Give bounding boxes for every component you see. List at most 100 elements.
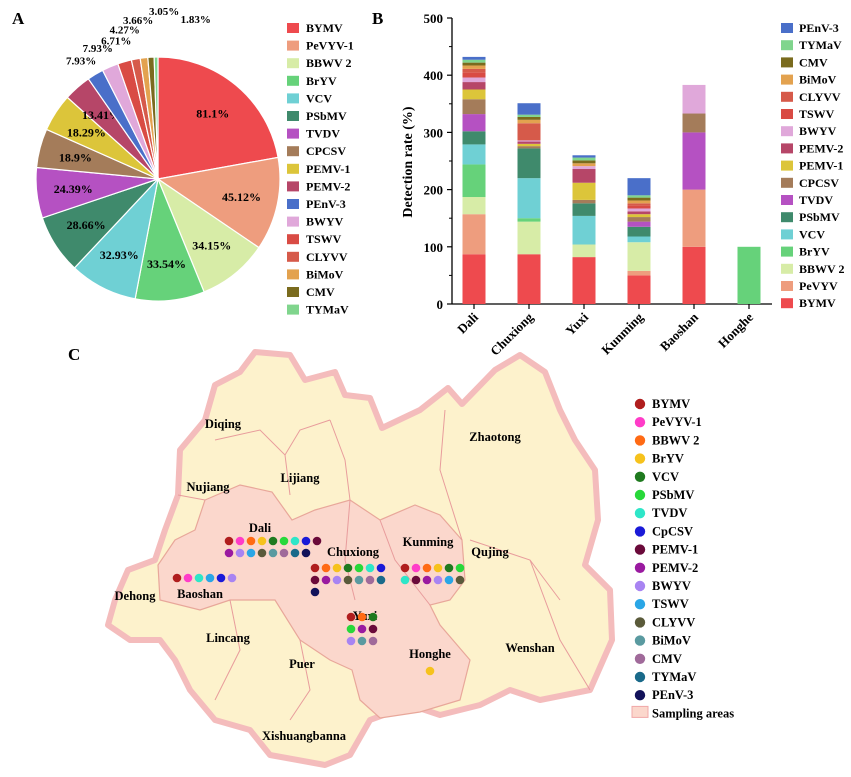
bar-yuxi-cpcsv [572, 199, 596, 204]
map-label-chuxiong: Chuxiong [327, 545, 380, 559]
bar-honghe-bryv [737, 246, 761, 304]
x-tick-label-baoshan: Baoshan [657, 309, 702, 354]
dot-baoshan-bwyv [227, 573, 237, 583]
bar-kunming-bymv [627, 275, 651, 304]
panel-label-b: B [372, 9, 383, 28]
map-legend-dot-vcv [634, 471, 646, 482]
pie-legend-swatch-bwyv [287, 216, 299, 227]
dot-dali-bwyv [235, 548, 245, 558]
map-legend-sampling-swatch [631, 705, 649, 718]
bar-legend-swatch-tymav [781, 40, 793, 51]
x-tick-label-kunming: Kunming [598, 309, 646, 357]
map-label-lincang: Lincang [206, 631, 251, 645]
map-legend-dot-tvdv [634, 508, 646, 519]
dot-yuxi-psbmv [346, 624, 356, 634]
bar-yuxi-vcv [572, 215, 596, 245]
bar-legend-label-psbmv: PSbMV [799, 210, 840, 224]
dot-baoshan-tswv [205, 573, 215, 583]
map-label-dehong: Dehong [115, 589, 157, 603]
pie-slice-pevyv-1 [156, 156, 281, 249]
bar-chuxiong-bbwv-2 [517, 221, 541, 255]
pie-legend-label-psbmv: PSbMV [306, 109, 347, 123]
pie-legend-label-clyvv: CLYVV [306, 250, 348, 264]
dot-chuxiong-vcv [343, 563, 353, 573]
map-legend-label-vcv: VCV [652, 470, 679, 484]
dot-kunming-pevyv-1 [411, 563, 421, 573]
pie-legend-swatch-tymav [287, 304, 299, 315]
bar-dali-bryv [462, 164, 486, 198]
dot-chuxiong-psbmv [354, 563, 364, 573]
pie-data-label-tvdv: 24.39% [54, 182, 93, 196]
bar-legend-swatch-pevyv [781, 281, 793, 291]
dot-chuxiong-bymv [310, 563, 320, 573]
map-legend-label-bwyv: BWYV [652, 579, 691, 593]
bar-legend-swatch-bymv [781, 298, 793, 309]
bar-kunming-pevyv [627, 270, 651, 276]
map-legend-label-bryv: BrYV [652, 452, 684, 466]
pie-legend-swatch-tswv [287, 234, 299, 245]
dot-kunming-tswv [444, 575, 454, 585]
bar-legend-swatch-vcv [781, 229, 793, 240]
map-legend-label-psbmv: PSbMV [652, 488, 694, 502]
bar-kunming-tvdv [627, 221, 651, 227]
dot-baoshan-tvdv [194, 573, 204, 583]
pie-data-label-cmv: 3.05% [149, 6, 179, 18]
bar-dali-tvdv [462, 114, 486, 132]
x-tick-label-honghe: Honghe [715, 309, 756, 350]
y-tick-label-100: 100 [424, 240, 444, 255]
bar-kunming-vcv [627, 236, 651, 243]
bar-chuxiong-psbmv [517, 148, 541, 179]
dot-yuxi-bymv [346, 612, 356, 622]
dot-yuxi-bbwv-2 [357, 612, 367, 622]
bar-legend-swatch-tvdv [781, 195, 793, 205]
map-legend-dot-pemv-1 [634, 544, 646, 555]
bar-kunming-penv-3 [627, 178, 651, 196]
pie-legend-swatch-clyvv [287, 251, 299, 262]
y-tick-label-400: 400 [424, 68, 444, 83]
panel-label-c: C [68, 345, 80, 364]
dot-dali-tswv [246, 548, 256, 558]
dot-dali-pemv-2 [224, 548, 234, 558]
pie-legend-swatch-vcv [287, 93, 299, 104]
map-legend-dot-bimov [634, 635, 646, 646]
dot-chuxiong-bimov [354, 575, 364, 585]
pie-slice-tymav [153, 56, 159, 180]
bar-dali-tymav [462, 59, 486, 63]
bar-legend-swatch-cpcsv [781, 177, 793, 188]
bar-legend-label-tymav: TYMaV [799, 38, 842, 52]
pie-legend-label-cmv: CMV [306, 285, 335, 299]
dot-dali-tymav [290, 548, 300, 558]
dot-kunming-bwyv [433, 575, 443, 585]
pie-legend-swatch-cpcsv [287, 146, 299, 157]
bar-yuxi-bymv [572, 257, 596, 304]
dot-dali-pevyv-1 [235, 536, 245, 546]
dot-honghe-bryv [425, 666, 435, 676]
dot-dali-vcv [268, 536, 278, 546]
dot-dali-bryv [257, 536, 267, 546]
bar-legend-label-tswv: TSWV [799, 107, 835, 121]
dot-baoshan-bymv [172, 573, 182, 583]
dot-chuxiong-clyvv [343, 575, 353, 585]
map-legend-label-penv-3: PEnV-3 [652, 688, 693, 702]
map-legend-label-tymav: TYMaV [652, 670, 696, 684]
pie-legend-swatch-bbwv-2 [287, 58, 299, 69]
pie-legend-swatch-bimov [287, 269, 299, 280]
bar-kunming-cpcsv [627, 217, 651, 222]
dot-chuxiong-penv-3 [310, 587, 320, 597]
bar-legend-label-cmv: CMV [799, 55, 828, 69]
dot-dali-cmv [279, 548, 289, 558]
pie-legend-label-pemv-2: PEMV-2 [306, 179, 350, 193]
map-label-qujing: Qujing [471, 545, 509, 559]
dot-chuxiong-bbwv-2 [321, 563, 331, 573]
map-legend-label-cmv: CMV [652, 652, 682, 666]
dot-dali-bimov [268, 548, 278, 558]
pie-legend-label-tymav: TYMaV [306, 303, 349, 317]
map-label-kunming: Kunming [403, 535, 454, 549]
map-legend-dot-bryv [634, 453, 646, 464]
bar-yuxi-pemv-1 [572, 182, 596, 200]
bar-yuxi-psbmv [572, 203, 596, 216]
pie-legend-label-bryv: BrYV [306, 74, 337, 88]
bar-legend-label-pevyv: PeVYV [799, 279, 838, 293]
bar-legend-label-clyvv: CLYVV [799, 90, 841, 104]
map-legend-label-pevyv-1: PeVYV-1 [652, 415, 702, 429]
